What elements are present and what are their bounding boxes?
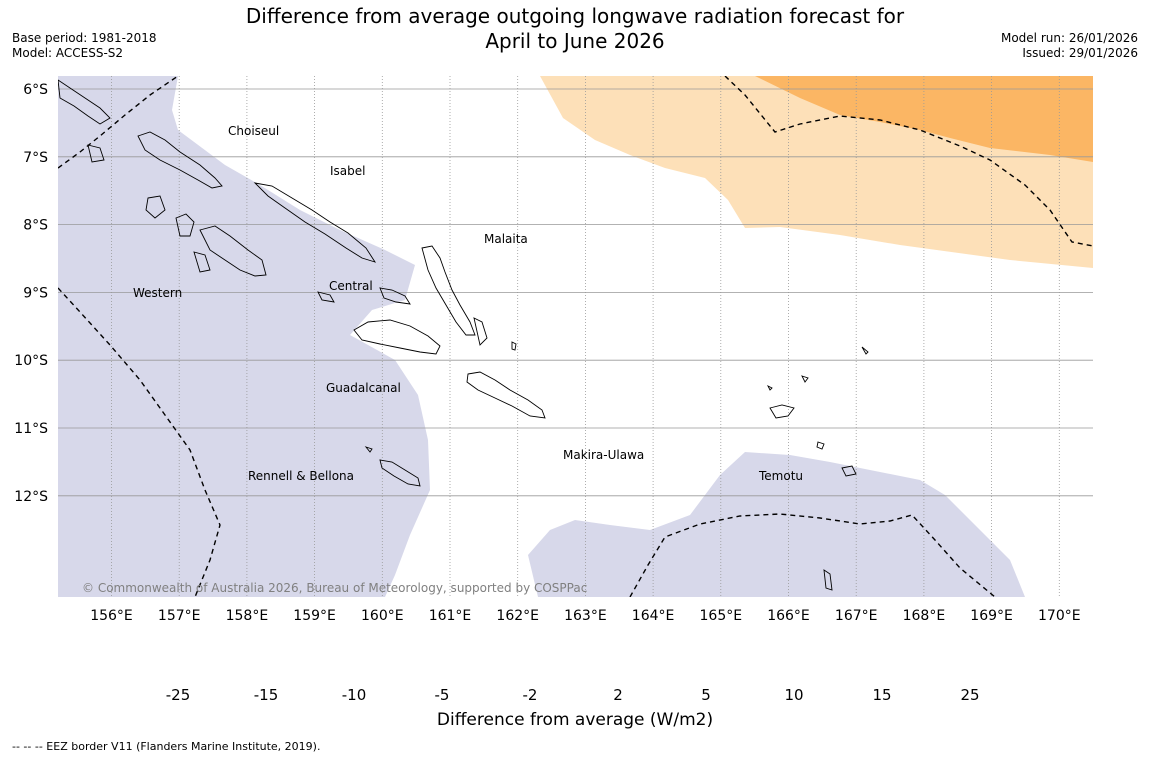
eez-borders xyxy=(58,76,1093,597)
longitude-label: 170°E xyxy=(1038,608,1081,624)
colorbar-tick-labels: -25 -15 -10 -5 -2 2 5 10 15 25 xyxy=(0,686,1150,706)
latitude-label: 10°S xyxy=(14,353,48,369)
latitude-label: 11°S xyxy=(14,421,48,437)
longitude-labels: 156°E 157°E 158°E 159°E 160°E 161°E 162°E 163°E… xyxy=(90,608,1080,624)
longitude-label: 167°E xyxy=(835,608,878,624)
longitude-label: 164°E xyxy=(632,608,675,624)
longitude-label: 158°E xyxy=(226,608,269,624)
colorbar-title: Difference from average (W/m2) xyxy=(436,710,714,730)
copyright-notice: © Commonwealth of Australia 2026, Bureau… xyxy=(82,581,587,595)
title-line-2: April to June 2026 xyxy=(485,29,665,53)
model-run: Model run: 26/01/2026 xyxy=(1000,31,1138,45)
island-small-east xyxy=(511,341,869,591)
footer-note: -- -- -- EEZ border V11 (Flanders Marine… xyxy=(12,740,321,753)
province-labels: Choiseul Isabel Malaita Western Central … xyxy=(133,124,803,483)
label-isabel: Isabel xyxy=(330,164,365,178)
meta-right: Model run: 26/01/2026 Issued: 29/01/2026 xyxy=(1001,31,1138,61)
anomaly-region-minus5-southeast xyxy=(528,452,1025,597)
colorbar-tick-label: -2 xyxy=(522,686,538,704)
latitude-label: 9°S xyxy=(23,285,48,301)
longitude-label: 163°E xyxy=(564,608,607,624)
label-malaita: Malaita xyxy=(484,232,528,246)
longitude-label: 168°E xyxy=(903,608,946,624)
title-line-1: Difference from average outgoing longwav… xyxy=(245,4,905,28)
colorbar-tick-label: 2 xyxy=(613,686,623,704)
longitude-label: 159°E xyxy=(293,608,336,624)
model-name: Model: ACCESS-S2 xyxy=(12,46,124,60)
eez-border-west xyxy=(58,287,221,597)
label-western: Western xyxy=(133,286,182,300)
latitude-label: 7°S xyxy=(23,150,48,166)
longitude-label: 161°E xyxy=(429,608,472,624)
issued-date: Issued: 29/01/2026 xyxy=(1022,46,1138,60)
latitude-label: 8°S xyxy=(23,218,48,234)
label-makira-ulawa: Makira-Ulawa xyxy=(563,448,644,462)
island-rennell xyxy=(364,446,421,487)
colorbar-tick-label: 15 xyxy=(872,686,892,704)
island-new-georgia xyxy=(175,213,267,277)
island-shortlands xyxy=(58,79,111,163)
latitude-labels: 6°S 7°S 8°S 9°S 10°S 11°S 12°S xyxy=(14,82,48,505)
colorbar-tick-label: -15 xyxy=(253,686,279,704)
label-rennell-bellona: Rennell & Bellona xyxy=(248,469,354,483)
island-florida xyxy=(317,287,411,305)
latitude-label: 12°S xyxy=(14,489,48,505)
island-makira xyxy=(466,371,546,419)
anomaly-region-minus5-west xyxy=(58,76,430,597)
island-isabel xyxy=(253,182,377,263)
label-choiseul: Choiseul xyxy=(228,124,279,138)
longitude-label: 160°E xyxy=(361,608,404,624)
colorbar-tick-label: -5 xyxy=(434,686,450,704)
longitude-label: 157°E xyxy=(158,608,201,624)
island-guadalcanal xyxy=(353,319,441,355)
label-temotu: Temotu xyxy=(758,469,803,483)
forecast-map: 6°S 7°S 8°S 9°S 10°S 11°S 12°S 156°E 157°E 158°E… xyxy=(14,76,1093,624)
longitude-label: 162°E xyxy=(496,608,539,624)
eez-border-north xyxy=(58,76,179,169)
island-malaita xyxy=(421,245,488,346)
eez-border-southeast xyxy=(629,513,996,597)
chart-title: Difference from average outgoing longwav… xyxy=(0,4,1150,54)
island-vella-lavella xyxy=(145,195,166,219)
gridlines xyxy=(58,76,1093,597)
longitude-label: 166°E xyxy=(767,608,810,624)
colorbar-tick-label: 5 xyxy=(701,686,711,704)
eez-border-northeast xyxy=(724,76,1093,247)
label-guadalcanal: Guadalcanal xyxy=(326,381,401,395)
latitude-label: 6°S xyxy=(23,82,48,98)
colorbar-tick-label: -25 xyxy=(165,686,191,704)
island-santa-cruz xyxy=(769,404,857,477)
longitude-label: 156°E xyxy=(90,608,133,624)
meta-left: Base period: 1981-2018 Model: ACCESS-S2 xyxy=(12,31,157,61)
colorbar-tick-label: 10 xyxy=(784,686,804,704)
label-central: Central xyxy=(329,279,373,293)
longitude-label: 165°E xyxy=(700,608,743,624)
longitude-label: 169°E xyxy=(970,608,1013,624)
colorbar-tick-label: -10 xyxy=(341,686,367,704)
base-period: Base period: 1981-2018 xyxy=(12,31,157,45)
colorbar-tick-label: 25 xyxy=(960,686,980,704)
island-choiseul xyxy=(137,131,223,189)
